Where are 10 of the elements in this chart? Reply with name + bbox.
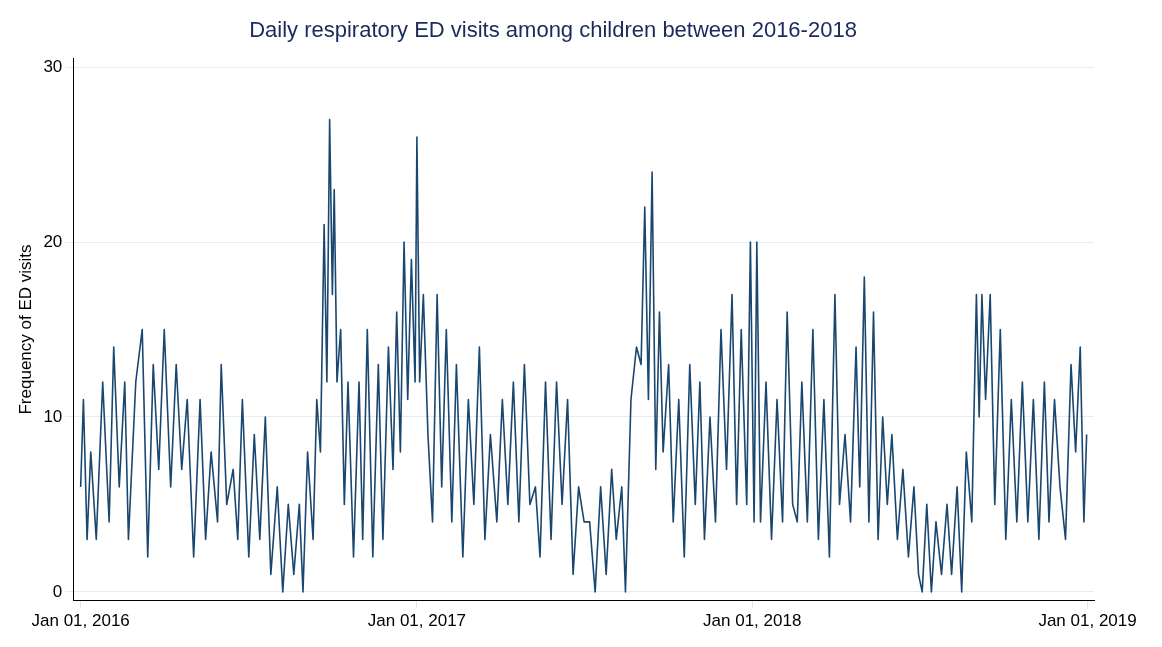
x-tick-label: Jan 01, 2019 bbox=[1038, 611, 1137, 631]
y-tick-label: 10 bbox=[43, 406, 63, 426]
y-axis-title: Frequency of ED visits bbox=[15, 244, 35, 415]
y-tick-label: 20 bbox=[43, 231, 63, 251]
x-tick-label: Jan 01, 2016 bbox=[31, 611, 130, 631]
y-tick-label: 30 bbox=[43, 56, 63, 76]
x-tick-label: Jan 01, 2017 bbox=[367, 611, 467, 631]
chart-title: Daily respiratory ED visits among children between 2016-2018 bbox=[249, 17, 857, 43]
y-tick-label: 0 bbox=[52, 581, 63, 601]
x-tick-label: Jan 01, 2018 bbox=[703, 611, 802, 631]
